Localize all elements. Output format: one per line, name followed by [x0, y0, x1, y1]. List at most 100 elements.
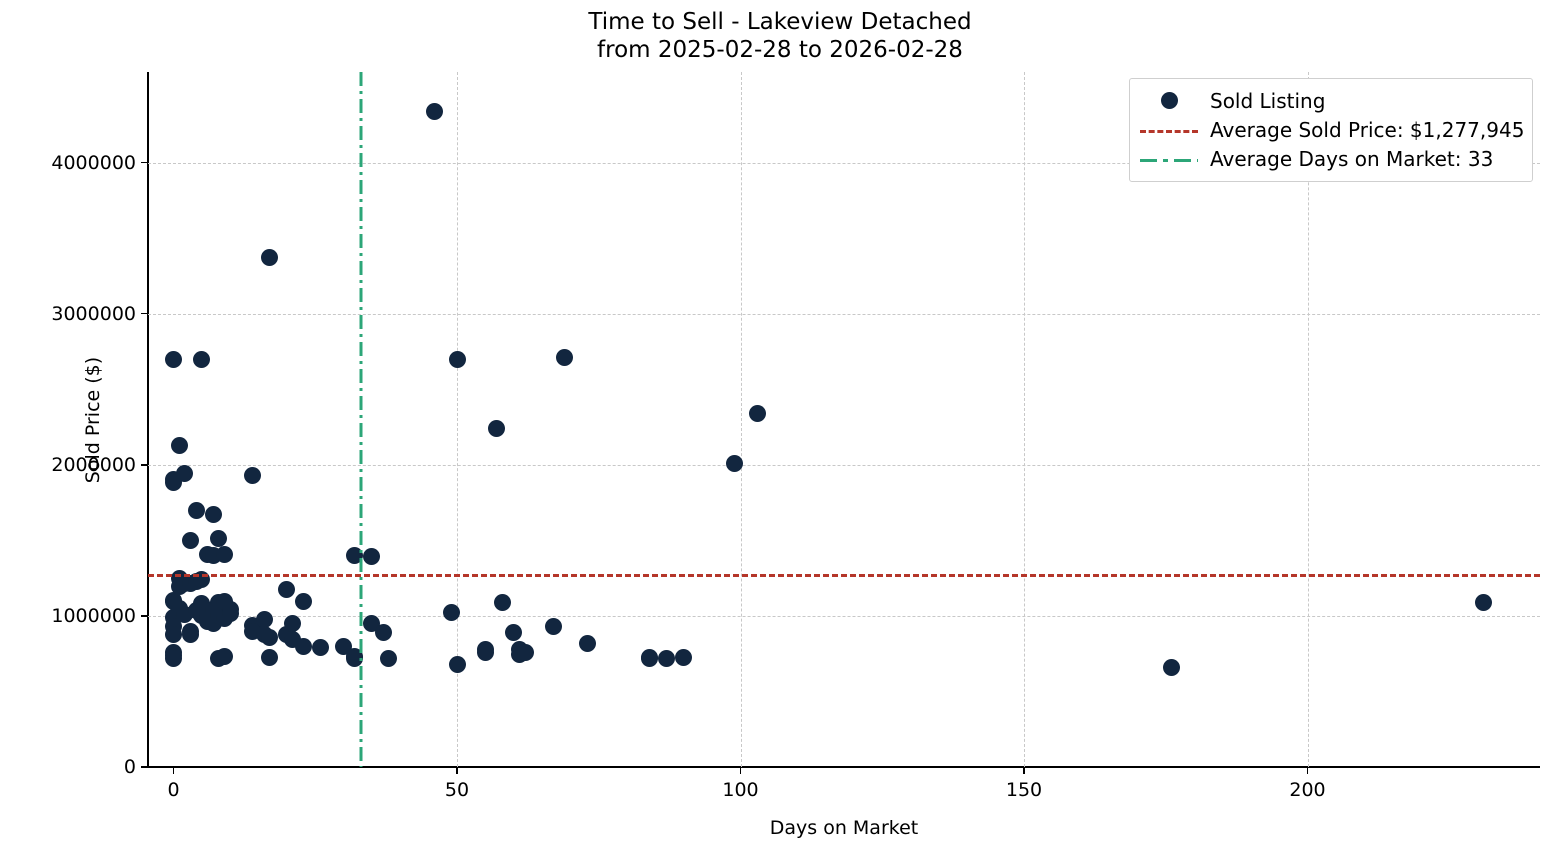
- scatter-point: [505, 624, 523, 642]
- average-dom-line: [359, 72, 363, 767]
- scatter-point: [204, 506, 222, 524]
- x-tick-mark: [172, 767, 175, 774]
- scatter-point: [295, 593, 313, 611]
- scatter-point: [216, 648, 234, 666]
- legend-item-label: Average Sold Price: $1,277,945: [1210, 117, 1525, 142]
- scatter-point: [244, 466, 262, 484]
- scatter-point: [1162, 658, 1180, 676]
- legend-item[interactable]: Sold Listing: [1140, 86, 1522, 115]
- x-axis-spine: [147, 766, 1540, 768]
- y-axis-spine: [147, 72, 149, 767]
- scatter-point: [221, 605, 239, 623]
- scatter-point: [556, 349, 574, 367]
- scatter-point: [493, 593, 511, 611]
- x-tick-mark: [1306, 767, 1309, 774]
- x-tick-label: 200: [1289, 779, 1326, 801]
- scatter-point: [295, 637, 313, 655]
- scatter-point: [165, 350, 182, 368]
- x-tick-label: 150: [1005, 779, 1043, 801]
- y-tick-mark: [141, 313, 148, 315]
- scatter-point: [363, 548, 381, 566]
- scatter-point: [749, 404, 767, 422]
- gridline-vertical: [1024, 72, 1026, 767]
- x-tick-label: 50: [444, 779, 470, 801]
- plot-area: 0 1000000 2000000 3000000 4000000 0 50 100 150 2…: [51, 72, 1540, 839]
- scatter-point: [255, 611, 273, 629]
- scatter-point: [380, 650, 398, 668]
- scatter-point: [261, 249, 279, 267]
- y-tick-mark: [141, 161, 148, 164]
- x-tick-label: 100: [722, 779, 759, 801]
- legend-marker-icon: [1140, 91, 1198, 111]
- gridline-horizontal: [148, 313, 1540, 316]
- scatter-point: [544, 617, 562, 635]
- scatter-point: [261, 648, 279, 666]
- scatter-point: [425, 102, 443, 120]
- x-axis-label: Days on Market: [769, 817, 919, 839]
- y-tick-label: 4000000: [51, 151, 136, 174]
- chart-title-line-2: from 2025-02-28 to 2026-02-28: [597, 37, 963, 63]
- y-tick-label: 3000000: [51, 302, 136, 325]
- scatter-point: [346, 649, 364, 667]
- scatter-point: [210, 530, 228, 548]
- y-axis-label: Sold Price ($): [82, 356, 105, 483]
- scatter-point: [726, 454, 744, 472]
- legend-dashed-line-icon: [1140, 120, 1198, 140]
- dashdot-line-icon: [1140, 158, 1198, 162]
- x-tick-mark: [456, 767, 458, 774]
- scatter-point: [284, 614, 302, 632]
- y-tick-mark: [141, 615, 148, 617]
- scatter-point: [448, 655, 466, 673]
- chart-title-line-1: Time to Sell - Lakeview Detached: [588, 9, 972, 35]
- dashed-line-icon: [1140, 129, 1198, 133]
- scatter-point: [187, 501, 205, 519]
- plot-frame: 0 1000000 2000000 3000000 4000000 0 50 100 150 2…: [51, 72, 1540, 801]
- y-tick-label: 1000000: [51, 604, 136, 627]
- legend-item[interactable]: Average Sold Price: $1,277,945: [1140, 115, 1525, 144]
- y-tick-label: 2000000: [51, 453, 136, 476]
- scatter-point: [182, 531, 200, 549]
- scatter-point: [658, 649, 676, 667]
- scatter-point: [641, 650, 659, 668]
- average-price-line: [148, 573, 1540, 577]
- x-tick-label: 0: [167, 779, 180, 801]
- scatter-point: [216, 546, 234, 564]
- scatter-point: [675, 648, 693, 666]
- scatter-point: [182, 625, 200, 643]
- y-tick-mark: [141, 766, 148, 768]
- gridline-vertical: [457, 72, 459, 767]
- scatter-point: [170, 436, 188, 454]
- scatter-point: [261, 628, 279, 646]
- x-tick-mark: [739, 767, 742, 774]
- scatter-point: [488, 420, 506, 438]
- scatter-point: [278, 580, 296, 598]
- chart-title: Time to Sell - Lakeview Detached from 20…: [0, 8, 1560, 64]
- scatter-point: [165, 625, 182, 643]
- scatter-point: [442, 603, 460, 621]
- gridline-horizontal: [148, 615, 1540, 618]
- chart-legend: Sold Listing Average Sold Price: $1,277,9…: [1129, 78, 1533, 182]
- scatter-point: [312, 639, 330, 657]
- legend-item-label: Sold Listing: [1210, 88, 1326, 113]
- y-tick-mark: [141, 464, 148, 466]
- legend-item-label: Average Days on Market: 33: [1210, 146, 1494, 171]
- scatter-point: [1474, 593, 1492, 611]
- legend-item[interactable]: Average Days on Market: 33: [1140, 144, 1522, 173]
- scatter-point: [448, 351, 466, 369]
- scatter-point: [176, 465, 194, 483]
- y-tick-label: 0: [123, 756, 136, 778]
- scatter-point: [193, 350, 211, 368]
- scatter-point: [374, 624, 392, 642]
- legend-dashdot-line-icon: [1140, 149, 1198, 169]
- scatter-point: [476, 644, 494, 662]
- scatter-point: [578, 634, 596, 652]
- gridline-horizontal: [148, 464, 1540, 467]
- scatter-point: [165, 649, 182, 667]
- gridline-vertical: [1307, 72, 1310, 767]
- x-tick-mark: [1023, 767, 1025, 774]
- gridline-vertical: [740, 72, 743, 767]
- scatter-point: [516, 644, 534, 662]
- circle-icon: [1161, 92, 1178, 109]
- gridline-horizontal: [148, 162, 1540, 165]
